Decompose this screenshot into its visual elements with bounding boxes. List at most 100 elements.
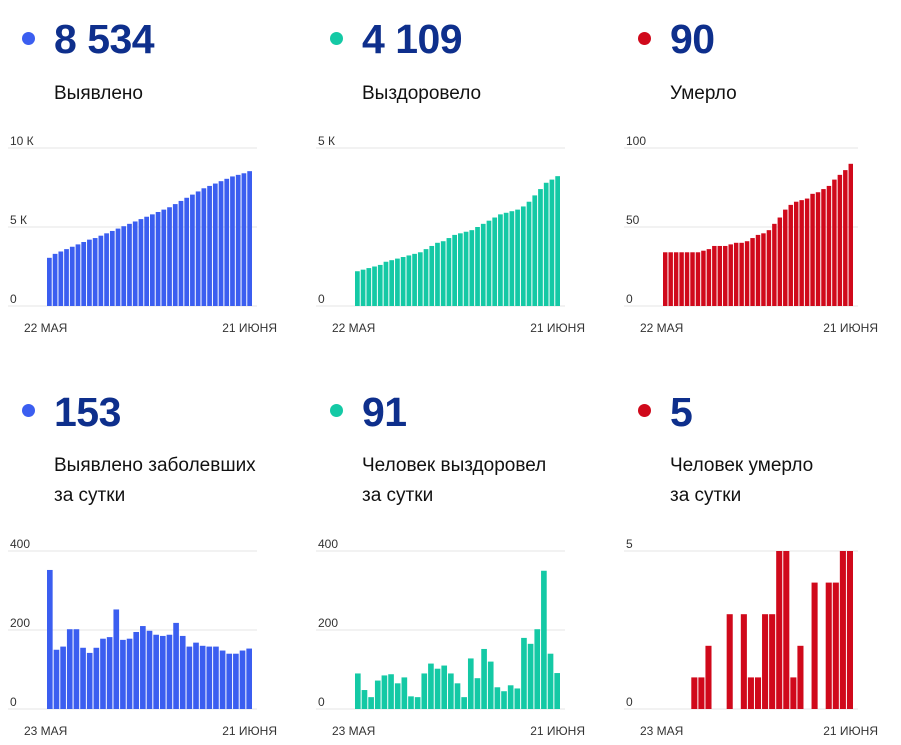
chart-bar	[755, 234, 761, 306]
y-tick-label: 0	[10, 695, 17, 709]
chart-bar	[514, 688, 521, 709]
y-tick-label: 0	[318, 695, 325, 709]
chart-bar	[153, 634, 159, 709]
chart-bar	[355, 271, 360, 306]
chart-bar	[673, 252, 679, 306]
chart-bar	[754, 677, 762, 709]
stat-label: Выздоровело	[362, 83, 482, 104]
chart-bar	[821, 189, 826, 306]
chart-bar	[179, 635, 186, 709]
chart-bar	[846, 551, 853, 709]
chart-bar	[178, 200, 184, 306]
chart-bar	[515, 209, 520, 306]
chart-bar	[668, 252, 673, 306]
chart-bar	[241, 173, 247, 306]
chart-bar	[480, 223, 486, 306]
y-tick-label: 200	[10, 616, 30, 630]
x-tick-label: 22 МАЯ	[332, 321, 375, 335]
chart-bar	[691, 677, 698, 709]
stat-label-line2: за сутки	[670, 485, 742, 506]
x-tick-label: 21 ИЮНЯ	[222, 321, 277, 335]
chart-bar	[783, 209, 788, 306]
chart-bar	[401, 677, 408, 709]
chart-bar	[498, 214, 503, 306]
chart-bar	[684, 252, 690, 306]
chart-bar	[224, 178, 230, 306]
chart-bar	[486, 220, 492, 306]
chart-bar	[146, 630, 153, 709]
chart-bar	[832, 179, 837, 306]
chart-bar	[815, 192, 821, 306]
chart-bar	[87, 239, 92, 306]
chart-bar	[507, 685, 514, 709]
chart-bar	[848, 163, 853, 306]
chart-bar	[394, 683, 401, 709]
chart-bar	[86, 652, 93, 709]
y-tick-label: 0	[626, 292, 633, 306]
chart-bar	[64, 249, 69, 306]
chart-bar	[361, 690, 368, 709]
chart-bar	[733, 242, 739, 306]
chart-bar	[701, 250, 706, 306]
chart-bar	[47, 569, 53, 709]
chart-bar	[69, 246, 75, 306]
x-tick-label: 22 МАЯ	[640, 321, 683, 335]
blue-dot-icon	[22, 32, 35, 45]
chart-bar	[150, 214, 155, 306]
chart-bar	[769, 614, 776, 709]
stat-label-line1: Выявлено заболевших	[54, 455, 256, 476]
chart-bar	[690, 252, 695, 306]
chart-bar	[60, 646, 66, 709]
chart-bar	[381, 675, 388, 709]
x-tick-label: 23 МАЯ	[640, 724, 683, 738]
bar-chart: 100 50 0 22 МАЯ 21 ИЮНЯ	[624, 134, 878, 335]
chart-bar	[377, 264, 383, 306]
y-tick-label: 0	[10, 292, 17, 306]
chart-bar	[825, 582, 832, 709]
chart-bar	[679, 252, 684, 306]
chart-bar	[120, 639, 126, 709]
chart-bar	[406, 255, 412, 306]
chart-bar	[549, 179, 555, 306]
stat-label-line1: Человек умерло	[670, 455, 814, 476]
chart-bar	[776, 551, 783, 709]
chart-bar	[73, 629, 80, 709]
x-tick-label: 21 ИЮНЯ	[823, 321, 878, 335]
chart-bar	[100, 638, 106, 709]
chart-bar	[441, 665, 448, 709]
chart-bar	[527, 643, 534, 709]
chart-bar	[503, 212, 509, 306]
chart-bar	[219, 650, 226, 709]
chart-bar	[461, 697, 467, 709]
chart-bar	[723, 245, 728, 306]
chart-bar	[843, 170, 848, 306]
chart-bar	[133, 631, 140, 709]
y-tick-label: 5 К	[10, 213, 27, 227]
chart-bar	[429, 245, 435, 306]
x-tick-label: 23 МАЯ	[24, 724, 67, 738]
chart-bar	[421, 673, 428, 709]
chart-bar	[474, 678, 481, 709]
chart-bar	[423, 249, 429, 306]
stat-label-line1: Человек выздоровел	[362, 455, 547, 476]
chart-bar	[555, 176, 560, 306]
chart-bar	[173, 622, 179, 709]
chart-bar	[195, 191, 201, 306]
y-tick-label: 10 К	[10, 134, 34, 148]
chart-bar	[93, 647, 100, 709]
chart-bar	[201, 188, 207, 306]
chart-bar	[501, 691, 507, 709]
chart-bar	[772, 223, 777, 306]
blue-dot-icon	[22, 404, 35, 417]
chart-bar	[695, 252, 701, 306]
chart-bar	[172, 204, 178, 306]
x-tick-label: 23 МАЯ	[332, 724, 375, 738]
stat-value: 5	[670, 389, 693, 435]
y-tick-label: 5	[626, 537, 633, 551]
red-dot-icon	[638, 404, 651, 417]
chart-bar	[494, 687, 501, 709]
chart-bar	[706, 249, 712, 306]
chart-bar	[440, 241, 446, 306]
stat-label: Умерло	[670, 83, 737, 104]
chart-bar	[247, 171, 252, 306]
